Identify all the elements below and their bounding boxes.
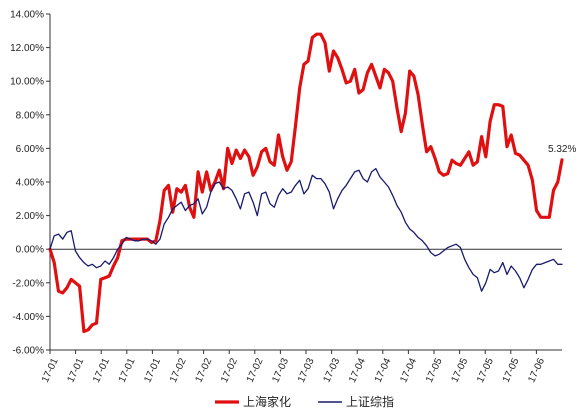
series-layer [48, 32, 564, 334]
x-tick-label: 17-03 [296, 356, 317, 384]
y-tick-label: 10.00% [10, 77, 44, 88]
x-tick-label: 17-03 [270, 356, 291, 384]
last-value-label: 5.32% [548, 144, 576, 155]
y-tick-label: 8.00% [16, 110, 44, 121]
x-tick-label: 17-05 [475, 356, 496, 384]
x-tick-label: 17-06 [526, 356, 547, 384]
x-tick-label: 17-05 [424, 356, 445, 384]
legend-item: 上证综指 [318, 394, 394, 409]
y-tick-label: 12.00% [10, 43, 44, 54]
legend-label: 上海家化 [243, 394, 291, 409]
x-tick-label: 17-02 [194, 356, 215, 384]
x-tick-label: 17-02 [219, 356, 240, 384]
annotation-layer: 5.32% [548, 144, 576, 155]
y-axis: 14.00% 12.00% 10.00% 8.00% 6.00% 4.00% 2.00% 0.… [10, 10, 51, 357]
y-tick-label: -6.00% [12, 346, 44, 357]
x-tick-label: 17-01 [117, 356, 138, 384]
x-tick-label: 17-02 [245, 356, 266, 384]
y-tick-label: -2.00% [12, 278, 44, 289]
x-tick-label: 17-03 [322, 356, 343, 384]
x-tick-label: 17-01 [142, 356, 163, 384]
x-tick-label: 17-04 [373, 356, 394, 384]
y-tick-label: 0.00% [16, 245, 44, 256]
x-axis: 17-01 17-01 17-01 17-01 17-01 17-02 17-02 17-02… [40, 248, 562, 384]
y-tick-label: 4.00% [16, 178, 44, 189]
x-tick-label: 17-01 [40, 356, 61, 384]
x-tick-label: 17-05 [450, 356, 471, 384]
y-tick-label: 14.00% [10, 10, 44, 21]
x-tick-label: 17-01 [91, 356, 112, 384]
x-tick-label: 17-05 [501, 356, 522, 384]
series-line-szzz [49, 167, 563, 292]
x-tick-label: 17-01 [66, 356, 87, 384]
y-tick-label: 2.00% [16, 211, 44, 222]
x-tick-label: 17-04 [398, 356, 419, 384]
legend-label: 上证综指 [346, 394, 394, 409]
y-tick-label: -4.00% [12, 312, 44, 323]
y-tick-label: 6.00% [16, 144, 44, 155]
series-line-shjh [48, 32, 564, 334]
legend: 上海家化 上证综指 [215, 394, 394, 409]
legend-item: 上海家化 [215, 394, 291, 409]
x-tick-label: 17-04 [347, 356, 368, 384]
x-tick-label: 17-02 [168, 356, 189, 384]
